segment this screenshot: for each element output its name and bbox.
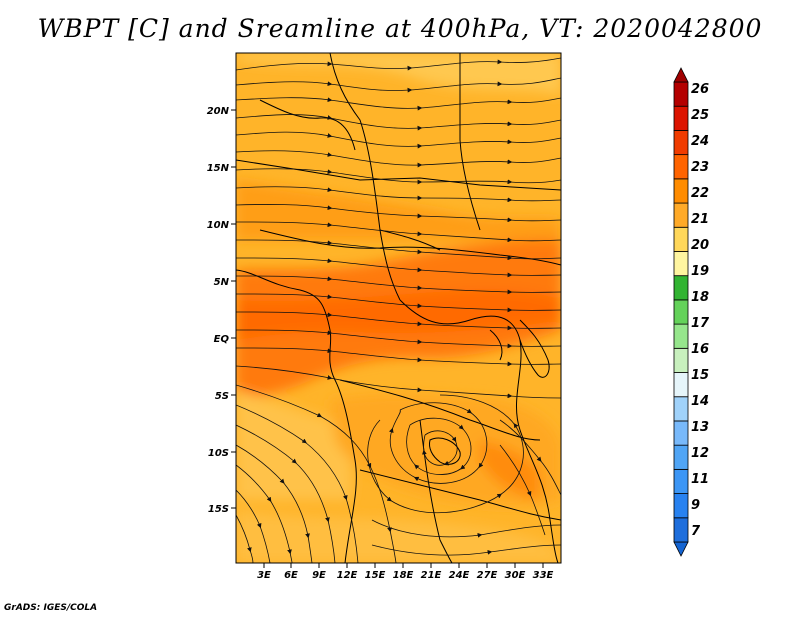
colorbar-segment	[673, 226, 689, 252]
colorbar-arrow-high	[673, 67, 689, 83]
map-frame	[235, 52, 562, 564]
colorbar-segment	[673, 323, 689, 349]
lat-label-5s: 5S	[215, 391, 229, 402]
lon-label-6e: 6E	[284, 570, 298, 581]
colorbar-segment	[673, 202, 689, 228]
lat-label-5n: 5N	[214, 277, 230, 288]
colorbar-label-11: 11	[691, 472, 709, 487]
colorbar-label-7: 7	[691, 524, 701, 539]
colorbar-segment	[673, 493, 689, 519]
colorbar-segment	[673, 420, 689, 446]
lon-label-27e: 27E	[477, 570, 498, 581]
colorbar-segment	[673, 372, 689, 398]
colorbar-segment	[673, 347, 689, 373]
colorbar-label-19: 19	[691, 264, 709, 279]
chart-title: WBPT [C] and Sreamline at 400hPa, VT: 20…	[37, 14, 763, 43]
colorbar-segment	[673, 275, 689, 301]
colorbar-segment	[673, 178, 689, 204]
lat-label-10n: 10N	[207, 220, 230, 231]
colorbar-segment	[673, 517, 689, 543]
lon-label-3e: 3E	[257, 570, 271, 581]
colorbar-label-25: 25	[691, 108, 709, 123]
lat-label-eq: EQ	[214, 334, 230, 345]
colorbar	[673, 67, 689, 557]
colorbar-label-15: 15	[691, 368, 709, 383]
lat-label-10s: 10S	[208, 448, 229, 459]
colorbar-label-26: 26	[691, 82, 709, 97]
colorbar-segment	[673, 396, 689, 422]
colorbar-label-17: 17	[691, 316, 710, 331]
colorbar-segment	[673, 444, 689, 470]
grads-credit: GrADS: IGES/COLA	[4, 603, 98, 613]
colorbar-label-21: 21	[691, 212, 709, 227]
streamlines	[236, 57, 561, 563]
colorbar-arrow-low	[673, 541, 689, 557]
lat-label-20n: 20N	[207, 106, 230, 117]
colorbar-label-16: 16	[691, 342, 709, 357]
longitude-axis: 3E 6E 9E 12E 15E 18E 21E 24E 27E 30E 33E	[257, 563, 554, 581]
lon-label-21e: 21E	[421, 570, 442, 581]
lon-label-30e: 30E	[505, 570, 526, 581]
colorbar-segment	[673, 130, 689, 156]
lon-label-33e: 33E	[533, 570, 554, 581]
lon-label-24e: 24E	[449, 570, 470, 581]
colorbar-label-20: 20	[691, 238, 709, 253]
colorbar-segment	[673, 251, 689, 277]
colorbar-label-23: 23	[691, 160, 709, 175]
colorbar-label-13: 13	[691, 420, 709, 435]
colorbar-label-24: 24	[691, 134, 709, 149]
lon-label-9e: 9E	[312, 570, 326, 581]
colorbar-labels: 7 9 11 12 13 14 15 16 17 18 19 20 21 22 …	[691, 82, 710, 539]
colorbar-segment	[673, 468, 689, 494]
colorbar-label-18: 18	[691, 290, 709, 305]
colorbar-label-14: 14	[691, 394, 709, 409]
lon-label-18e: 18E	[393, 570, 414, 581]
colorbar-label-12: 12	[691, 446, 709, 461]
colorbar-segment	[673, 105, 689, 131]
lat-label-15s: 15S	[208, 504, 229, 515]
latitude-axis: 20N 15N 10N 5N EQ 5S 10S 15S	[207, 106, 236, 515]
colorbar-label-22: 22	[691, 186, 709, 201]
wbpt-field	[236, 53, 561, 563]
colorbar-label-9: 9	[691, 498, 700, 513]
colorbar-segment	[673, 154, 689, 180]
lon-label-12e: 12E	[337, 570, 358, 581]
colorbar-segment	[673, 81, 689, 107]
lon-label-15e: 15E	[365, 570, 386, 581]
lat-label-15n: 15N	[207, 163, 230, 174]
colorbar-segment	[673, 299, 689, 325]
